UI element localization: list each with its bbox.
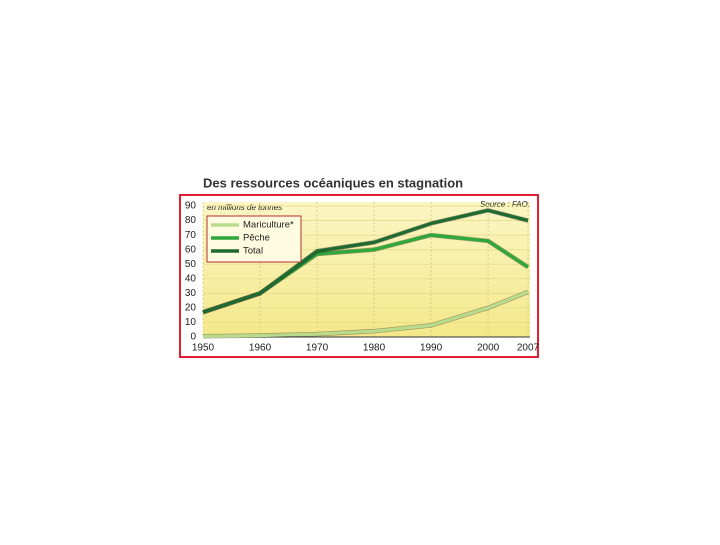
legend-label: Pêche: [243, 233, 270, 244]
legend-label: Total: [243, 246, 263, 257]
x-tick-label: 1990: [420, 343, 443, 354]
chart-title: Des ressources océaniques en stagnation: [203, 175, 463, 190]
series-line: [202, 208, 529, 314]
y-tick-label: 90: [185, 201, 197, 212]
subtitle: en millions de tonnes: [207, 203, 282, 212]
x-tick-label: 1960: [249, 343, 272, 354]
y-tick-label: 30: [185, 288, 197, 299]
y-tick-label: 50: [185, 259, 197, 270]
y-tick-label: 80: [185, 215, 197, 226]
x-tick-label: 1980: [363, 343, 386, 354]
y-tick-label: 70: [185, 230, 197, 241]
series-line: [202, 290, 529, 338]
x-tick-label: 1950: [192, 343, 215, 354]
y-tick-label: 10: [185, 317, 197, 328]
y-tick-label: 60: [185, 244, 197, 255]
x-tick-label: 2000: [477, 343, 500, 354]
y-tick-label: 0: [190, 332, 196, 343]
x-tick-label: 1970: [306, 343, 329, 354]
y-tick-label: 20: [185, 303, 197, 314]
x-tick-label: 2007: [517, 343, 540, 354]
source: Source : FAO.: [480, 200, 530, 209]
y-tick-label: 40: [185, 273, 197, 284]
legend-label: Mariculture*: [243, 220, 294, 231]
